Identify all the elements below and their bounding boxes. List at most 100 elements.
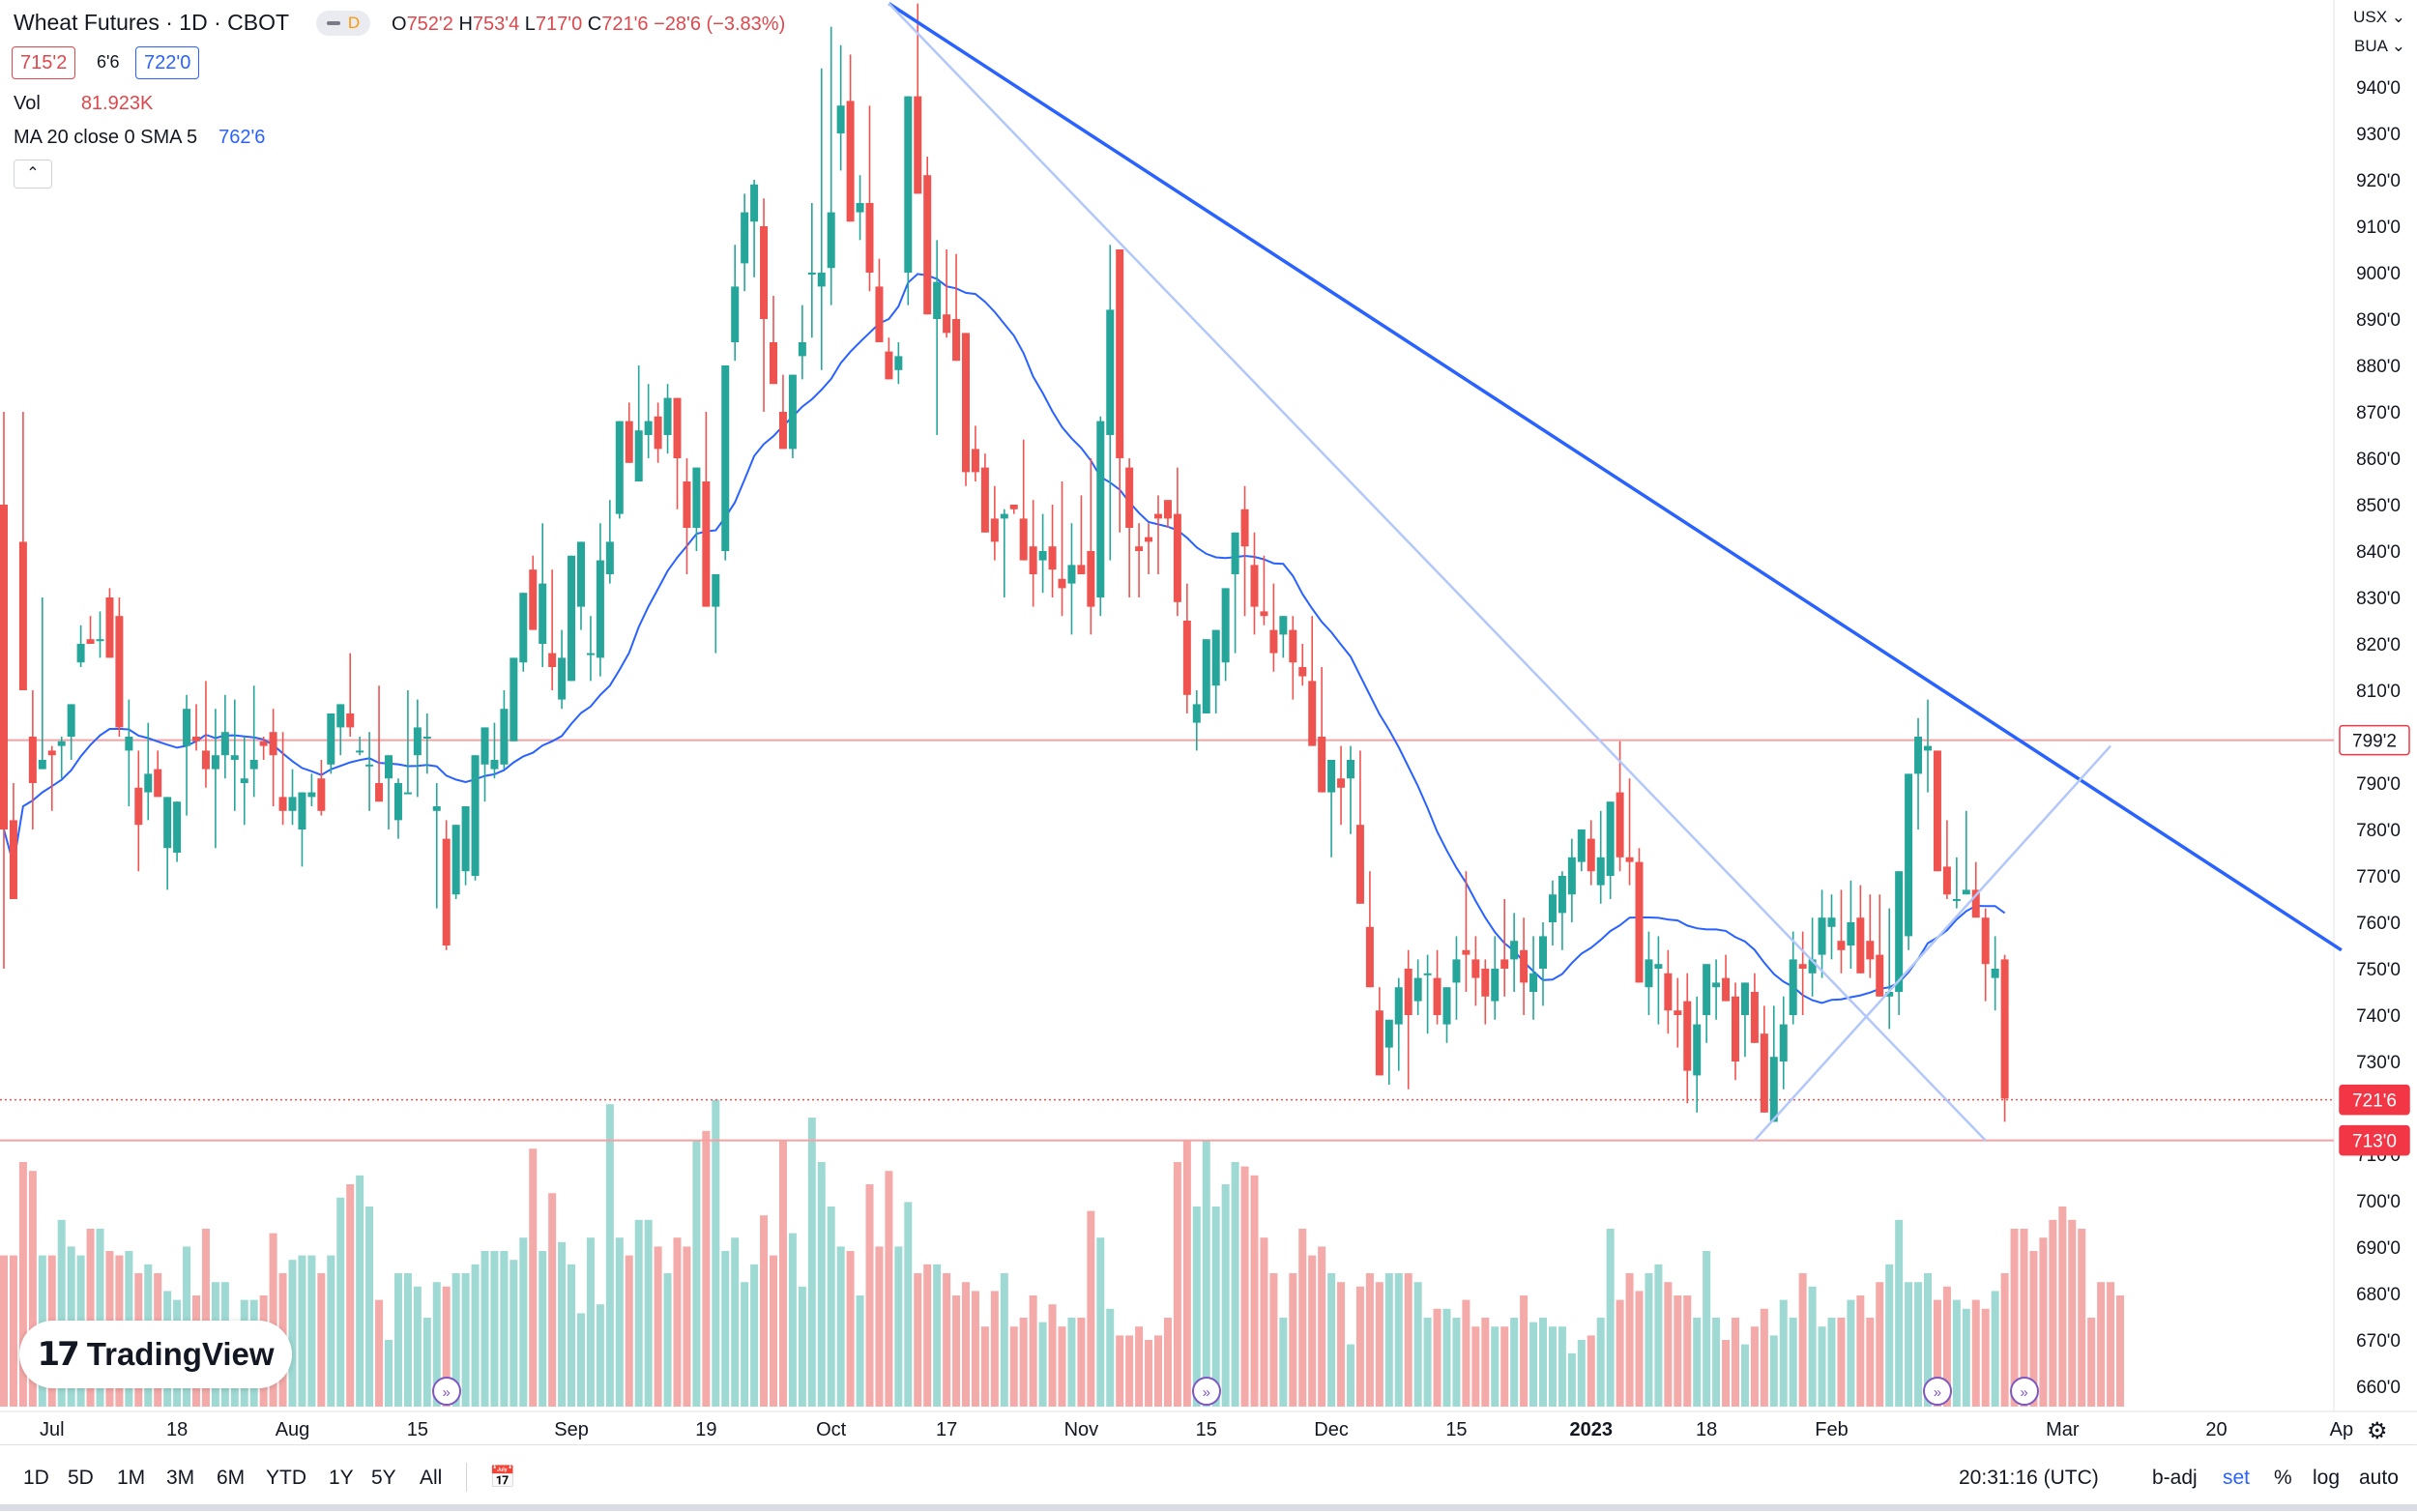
interval-badge[interactable]: D <box>316 11 370 36</box>
candle-body <box>1182 621 1191 695</box>
candle-body <box>201 750 210 770</box>
price-tick-label: 910'0 <box>2356 218 2401 238</box>
event-marker-icon[interactable]: » <box>1922 1377 1952 1406</box>
volume-bar <box>336 1197 345 1407</box>
range-1m-button[interactable]: 1M <box>117 1467 146 1489</box>
trendlines[interactable] <box>888 2 2343 1142</box>
volume-bar <box>914 1273 922 1407</box>
event-marker-icon[interactable]: » <box>431 1377 461 1406</box>
candle-body <box>702 481 711 607</box>
volume-bar <box>1577 1340 1586 1407</box>
range-1d-button[interactable]: 1D <box>23 1467 49 1489</box>
volume-bar <box>1645 1273 1653 1407</box>
collapse-legend-button[interactable]: ⌃ <box>14 160 52 189</box>
candle-body <box>875 286 884 342</box>
time-tick-label: Nov <box>1064 1419 1099 1440</box>
candle-body <box>1683 1001 1692 1071</box>
volume-bar <box>904 1202 913 1407</box>
volume-bar <box>962 1282 970 1407</box>
candle-body <box>1971 889 1980 918</box>
auto-toggle[interactable]: auto <box>2359 1467 2399 1489</box>
range-1y-button[interactable]: 1Y <box>329 1467 354 1489</box>
volume-bar <box>692 1140 701 1407</box>
bottom-toolbar: 1D 5D 1M 3M 6M YTD 1Y 5Y All 📅 20:31:16 … <box>0 1444 2417 1512</box>
volume-bar <box>990 1291 999 1407</box>
candle-body <box>1510 941 1519 960</box>
ma-legend[interactable]: MA 20 close 0 SMA 5 762'6 <box>14 127 265 149</box>
price-axis[interactable]: 940'0 930'0 920'0 910'0 900'0 890'0 880'0 870'0… <box>2339 78 2410 1398</box>
volume-bar <box>702 1130 711 1407</box>
horizontal-scrollbar[interactable] <box>0 1504 2417 1511</box>
price-tick-label: 780'0 <box>2356 821 2401 841</box>
volume-legend[interactable]: Vol 81.923K <box>14 93 153 115</box>
candle-body <box>1895 871 1904 992</box>
b-adj-toggle[interactable]: b-adj <box>2152 1467 2198 1489</box>
range-all-button[interactable]: All <box>420 1467 443 1489</box>
volume-bar <box>971 1291 979 1407</box>
volume-bar <box>1269 1273 1278 1407</box>
utc-clock[interactable]: 20:31:16 (UTC) <box>1959 1467 2099 1489</box>
volume-bar <box>28 1171 37 1407</box>
range-3m-button[interactable]: 3M <box>166 1467 195 1489</box>
tradingview-logo[interactable]: 17 TradingView <box>19 1321 292 1388</box>
calendar-range-icon[interactable]: 📅 <box>489 1465 516 1489</box>
interval-badge-label: D <box>347 14 361 32</box>
candle-body <box>500 709 509 765</box>
candle-body <box>451 825 460 895</box>
candle-body <box>115 616 124 728</box>
time-axis[interactable]: Jul 18 Aug 15 Sep 19 Oct 17 Nov 15 Dec 15 2023 18 Feb M… <box>40 1419 2353 1440</box>
bid-price-button[interactable]: 715'2 <box>12 46 76 79</box>
candle-body <box>1163 500 1172 519</box>
symbol-title[interactable]: Wheat Futures · 1D · CBOT <box>14 10 290 35</box>
volume-bar <box>1895 1219 1904 1407</box>
close-key: C <box>587 14 602 35</box>
range-ytd-button[interactable]: YTD <box>266 1467 306 1489</box>
log-toggle[interactable]: log <box>2313 1467 2341 1489</box>
candle-body <box>47 750 56 756</box>
candle-body <box>230 755 239 760</box>
volume-bar <box>1798 1273 1807 1407</box>
settings-gear-icon[interactable]: ⚙ <box>2367 1418 2388 1444</box>
candle-body <box>154 769 162 798</box>
volume-bar <box>836 1246 845 1407</box>
volume-bar <box>1683 1295 1692 1407</box>
candle-body <box>1625 857 1634 862</box>
volume-bar <box>1905 1282 1913 1407</box>
candle-body <box>1712 982 1721 988</box>
range-6m-button[interactable]: 6M <box>217 1467 246 1489</box>
candle-body <box>57 741 66 746</box>
volume-bar <box>1606 1229 1615 1407</box>
price-tick-label: 760'0 <box>2356 914 2401 934</box>
volume-bar <box>1567 1352 1576 1407</box>
price-tick-label: 690'0 <box>2356 1238 2401 1259</box>
range-5y-button[interactable]: 5Y <box>371 1467 396 1489</box>
time-tick-label: 15 <box>1445 1419 1467 1440</box>
candle-body <box>760 226 769 319</box>
unit-selector[interactable]: BUA ⌄ <box>2354 37 2405 55</box>
volume-bar <box>1596 1318 1605 1407</box>
candle-body <box>307 792 316 798</box>
candle-body <box>644 421 653 435</box>
volume-bar <box>1952 1299 1961 1407</box>
volume-bar <box>1856 1295 1865 1407</box>
event-marker-icon[interactable]: » <box>1191 1377 1221 1406</box>
ask-price-button[interactable]: 722'0 <box>135 46 200 79</box>
event-marker-icon[interactable]: » <box>2009 1377 2039 1406</box>
candle-body <box>615 421 624 514</box>
range-5d-button[interactable]: 5D <box>68 1467 94 1489</box>
candle-body <box>741 212 749 264</box>
volume-bar <box>1202 1140 1210 1407</box>
percent-toggle[interactable]: % <box>2274 1467 2292 1489</box>
set-toggle[interactable]: set <box>2223 1467 2251 1489</box>
currency-selector[interactable]: USX ⌄ <box>2353 8 2405 26</box>
price-chart[interactable]: 940'0 930'0 920'0 910'0 900'0 890'0 880'0 870'0… <box>0 0 2417 1444</box>
candle-body <box>86 639 95 644</box>
volume-bar <box>375 1299 384 1407</box>
candle-body <box>510 657 518 741</box>
volume-bar <box>1703 1251 1711 1407</box>
price-tick-label: 900'0 <box>2356 264 2401 284</box>
volume-bar <box>432 1282 441 1407</box>
candle-body <box>529 569 538 630</box>
volume-bar <box>856 1295 864 1407</box>
candle-body <box>1933 750 1941 872</box>
